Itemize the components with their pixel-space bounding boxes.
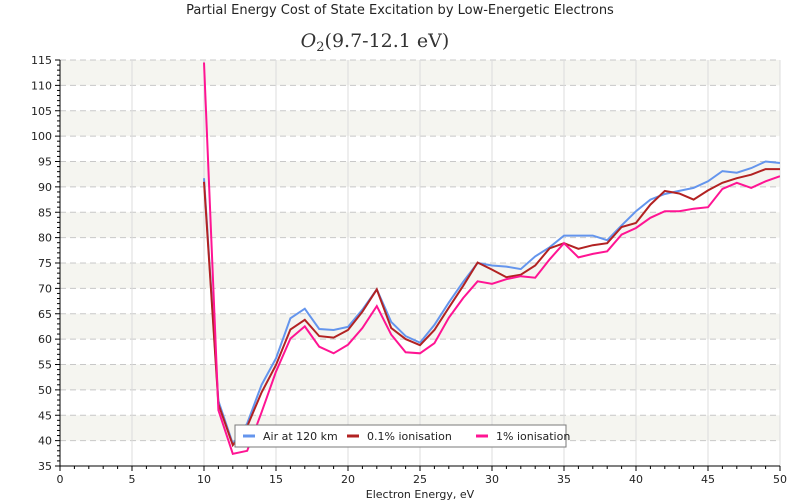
subtitle-subscript: 2 xyxy=(316,40,325,55)
series-line-0 xyxy=(203,160,780,446)
x-tick-label: 35 xyxy=(557,473,571,486)
y-tick-label: 75 xyxy=(38,257,52,270)
subtitle-range: (9.7-12.1 eV) xyxy=(324,30,450,52)
y-tick-label: 45 xyxy=(38,409,52,422)
y-tick-label: 85 xyxy=(38,206,52,219)
x-tick-label: 5 xyxy=(129,473,136,486)
series-line-1 xyxy=(203,168,780,448)
series-line-2 xyxy=(203,62,780,455)
y-tick-label: 90 xyxy=(38,181,52,194)
x-tick-label: 45 xyxy=(701,473,715,486)
y-tick-label: 60 xyxy=(38,333,52,346)
legend-label-1: 0.1% ionisation xyxy=(367,430,452,443)
x-tick-label: 30 xyxy=(485,473,499,486)
chart-title: Partial Energy Cost of State Excitation … xyxy=(186,3,614,18)
x-tick-label: 20 xyxy=(341,473,355,486)
x-axis-title: Electron Energy, eV xyxy=(366,488,475,500)
chart-subtitle: O2(9.7-12.1 eV) xyxy=(0,30,750,55)
legend-label-0: Air at 120 km xyxy=(263,430,338,443)
y-tick-label: 50 xyxy=(38,384,52,397)
x-tick-label: 10 xyxy=(197,473,211,486)
y-tick-label: 40 xyxy=(38,435,52,448)
y-tick-label: 80 xyxy=(38,232,52,245)
y-tick-label: 55 xyxy=(38,359,52,372)
y-tick-label: 70 xyxy=(38,282,52,295)
y-tick-label: 65 xyxy=(38,308,52,321)
y-tick-label: 115 xyxy=(31,54,52,67)
y-tick-label: 105 xyxy=(31,105,52,118)
y-tick-label: 95 xyxy=(38,156,52,169)
x-tick-label: 50 xyxy=(773,473,787,486)
legend-box xyxy=(234,424,567,448)
legend-label-2: 1% ionisation xyxy=(496,430,570,443)
y-tick-label: 110 xyxy=(31,79,52,92)
y-tick-label: 35 xyxy=(38,460,52,473)
gridlines xyxy=(60,59,781,466)
x-tick-label: 40 xyxy=(629,473,643,486)
x-tick-label: 0 xyxy=(57,473,64,486)
y-tick-label: 100 xyxy=(31,130,52,143)
legend: Air at 120 km 0.1% ionisation 1% ionisatio… xyxy=(234,424,570,448)
x-tick-label: 25 xyxy=(413,473,427,486)
subtitle-species: O xyxy=(300,30,317,52)
x-tick-label: 15 xyxy=(269,473,283,486)
series-lines xyxy=(203,62,780,455)
